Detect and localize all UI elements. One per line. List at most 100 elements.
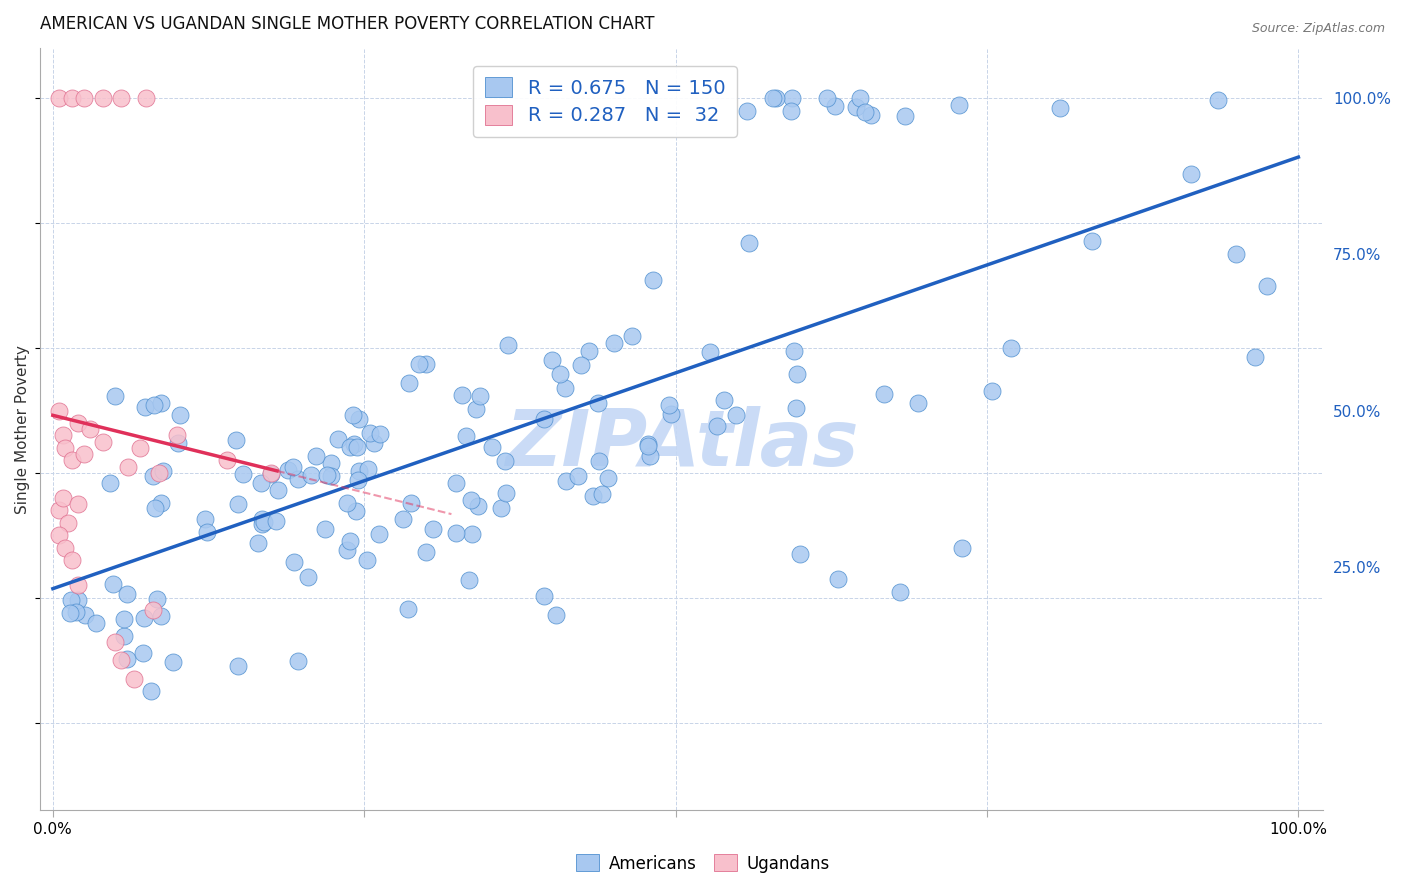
Point bbox=[129, 441, 152, 455]
Point bbox=[569, 358, 592, 372]
Point bbox=[780, 91, 803, 105]
Point bbox=[980, 384, 1002, 398]
Point bbox=[152, 464, 174, 478]
Point bbox=[581, 489, 603, 503]
Point bbox=[603, 336, 626, 351]
Point bbox=[659, 407, 682, 421]
Point bbox=[554, 474, 576, 488]
Point bbox=[344, 504, 367, 518]
Point bbox=[260, 466, 283, 480]
Point bbox=[481, 441, 503, 455]
Point bbox=[356, 553, 378, 567]
Point bbox=[1049, 101, 1071, 115]
Point bbox=[495, 486, 517, 500]
Y-axis label: Single Mother Poverty: Single Mother Poverty bbox=[15, 345, 30, 514]
Point bbox=[444, 525, 467, 540]
Point bbox=[259, 467, 281, 481]
Point bbox=[367, 526, 389, 541]
Point bbox=[368, 427, 391, 442]
Point bbox=[853, 104, 876, 119]
Point bbox=[357, 462, 380, 476]
Point bbox=[60, 91, 83, 105]
Point bbox=[699, 344, 721, 359]
Point bbox=[1208, 93, 1230, 107]
Point bbox=[339, 533, 361, 548]
Point bbox=[408, 357, 430, 371]
Point bbox=[859, 108, 882, 122]
Point bbox=[104, 634, 127, 648]
Point bbox=[53, 441, 76, 455]
Point bbox=[347, 411, 370, 425]
Point bbox=[533, 411, 555, 425]
Point bbox=[461, 527, 484, 541]
Point bbox=[314, 522, 336, 536]
Point bbox=[578, 344, 600, 359]
Point bbox=[598, 471, 620, 485]
Point bbox=[713, 392, 735, 407]
Point bbox=[150, 608, 173, 623]
Point bbox=[53, 541, 76, 555]
Point bbox=[194, 512, 217, 526]
Point bbox=[246, 535, 269, 549]
Point bbox=[60, 592, 83, 607]
Point bbox=[494, 454, 516, 468]
Point bbox=[226, 497, 249, 511]
Point bbox=[706, 419, 728, 434]
Point bbox=[640, 450, 662, 464]
Point bbox=[339, 440, 361, 454]
Point bbox=[391, 512, 413, 526]
Point bbox=[91, 434, 114, 449]
Point bbox=[422, 522, 444, 536]
Point bbox=[1180, 168, 1202, 182]
Point bbox=[779, 103, 801, 118]
Point bbox=[110, 653, 132, 667]
Point bbox=[342, 408, 364, 422]
Point bbox=[789, 547, 811, 561]
Point bbox=[297, 570, 319, 584]
Point bbox=[824, 99, 846, 113]
Point bbox=[122, 672, 145, 686]
Point bbox=[470, 389, 492, 403]
Point bbox=[48, 91, 70, 105]
Point bbox=[1000, 342, 1022, 356]
Point bbox=[454, 429, 477, 443]
Point bbox=[336, 496, 359, 510]
Point bbox=[91, 91, 114, 105]
Point bbox=[281, 459, 304, 474]
Point bbox=[1081, 234, 1104, 248]
Point bbox=[738, 236, 761, 251]
Point bbox=[467, 499, 489, 513]
Point bbox=[451, 387, 474, 401]
Point bbox=[195, 525, 218, 540]
Point bbox=[73, 608, 96, 623]
Point bbox=[533, 589, 555, 603]
Point bbox=[232, 467, 254, 482]
Point bbox=[950, 541, 973, 555]
Point bbox=[225, 433, 247, 447]
Point bbox=[637, 439, 659, 453]
Point bbox=[465, 402, 488, 417]
Point bbox=[815, 91, 838, 105]
Point bbox=[52, 428, 75, 442]
Point bbox=[134, 401, 156, 415]
Point bbox=[250, 512, 273, 526]
Point bbox=[141, 603, 163, 617]
Point bbox=[60, 453, 83, 467]
Point bbox=[783, 343, 806, 358]
Point bbox=[162, 655, 184, 669]
Point bbox=[827, 572, 849, 586]
Point bbox=[637, 436, 659, 450]
Point bbox=[150, 496, 173, 510]
Point bbox=[132, 646, 155, 660]
Point bbox=[725, 409, 748, 423]
Point bbox=[143, 399, 166, 413]
Point bbox=[66, 578, 89, 592]
Point bbox=[889, 584, 911, 599]
Point bbox=[48, 503, 70, 517]
Point bbox=[79, 422, 101, 436]
Point bbox=[316, 468, 339, 483]
Point bbox=[567, 468, 589, 483]
Point bbox=[305, 449, 328, 463]
Point bbox=[135, 91, 157, 105]
Point bbox=[785, 401, 807, 416]
